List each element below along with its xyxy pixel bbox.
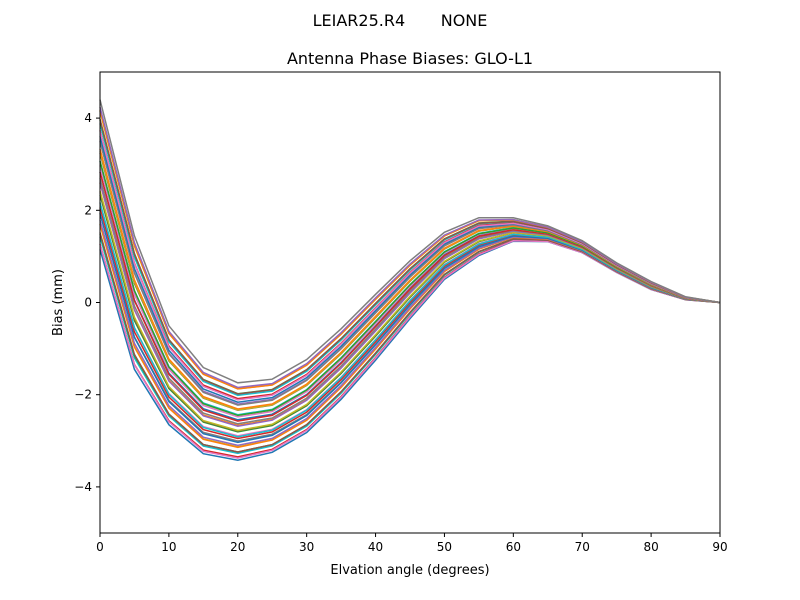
x-axis-label: Elvation angle (degrees)	[330, 563, 489, 578]
x-tick-label: 0	[96, 540, 104, 554]
series-line	[99, 212, 721, 442]
y-tick-label: 4	[84, 111, 92, 125]
axis-ticks: 0 10 20 30 40 50 60 70 80 90 −4 −2 0 2 4	[74, 111, 727, 554]
x-tick-label: 20	[230, 540, 245, 554]
series-lines	[99, 99, 721, 461]
x-tick-label: 80	[643, 540, 658, 554]
y-tick-label: 0	[84, 296, 92, 310]
x-tick-label: 90	[712, 540, 727, 554]
y-tick-label: −2	[74, 388, 92, 402]
series-line	[99, 119, 721, 395]
series-line	[99, 213, 721, 444]
chart-title: Antenna Phase Biases: GLO-L1	[287, 49, 533, 68]
x-tick-label: 30	[299, 540, 314, 554]
y-tick-label: −4	[74, 480, 92, 494]
x-tick-label: 50	[437, 540, 452, 554]
series-line	[99, 110, 721, 390]
x-tick-label: 70	[575, 540, 590, 554]
x-tick-label: 60	[506, 540, 521, 554]
series-line	[99, 224, 721, 448]
x-tick-label: 10	[161, 540, 176, 554]
series-line	[99, 223, 721, 449]
chart-suptitle: LEIAR25.R4 NONE	[313, 11, 488, 30]
x-tick-label: 40	[368, 540, 383, 554]
y-tick-label: 2	[84, 203, 92, 217]
series-line	[99, 99, 721, 384]
plot-frame	[99, 71, 721, 534]
series-line	[99, 119, 721, 395]
series-line	[99, 106, 721, 389]
y-axis-label: Bias (mm)	[51, 269, 66, 336]
series-line	[99, 111, 721, 390]
